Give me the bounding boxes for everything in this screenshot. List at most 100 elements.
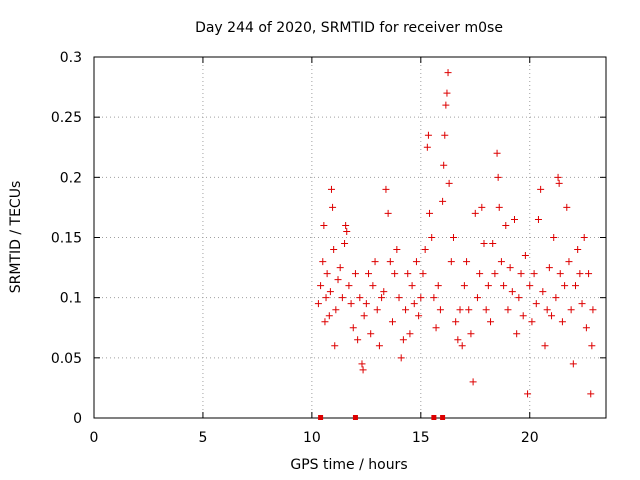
data-point	[375, 342, 383, 350]
data-point	[386, 258, 394, 266]
data-point	[360, 312, 368, 320]
data-point	[571, 282, 579, 290]
data-point	[554, 173, 562, 181]
data-point	[338, 294, 346, 302]
data-point	[495, 203, 503, 211]
data-point	[561, 282, 569, 290]
data-point	[519, 312, 527, 320]
data-point	[327, 185, 335, 193]
data-point	[444, 69, 452, 77]
y-tick-label: 0.15	[51, 231, 82, 247]
x-tick-label: 20	[521, 430, 539, 446]
data-point	[384, 209, 392, 217]
data-point	[565, 258, 573, 266]
data-point	[423, 143, 431, 151]
data-point	[356, 294, 364, 302]
data-point	[545, 264, 553, 272]
data-point	[424, 131, 432, 139]
data-point	[574, 246, 582, 254]
data-point	[421, 246, 429, 254]
data-point	[456, 306, 464, 314]
data-point	[430, 294, 438, 302]
data-point	[563, 203, 571, 211]
data-point	[476, 270, 484, 278]
data-point	[576, 270, 584, 278]
data-point	[558, 318, 566, 326]
data-point	[343, 227, 351, 235]
y-axis-label: SRMTID / TECUs	[8, 181, 24, 294]
data-point	[443, 89, 451, 97]
data-point	[410, 300, 418, 308]
data-point	[473, 294, 481, 302]
x-tick-label: 0	[90, 430, 99, 446]
data-point	[447, 258, 455, 266]
data-point	[458, 342, 466, 350]
data-point	[580, 234, 588, 241]
data-point	[332, 306, 340, 314]
data-point	[569, 360, 577, 368]
data-point	[465, 306, 473, 314]
data-point	[359, 366, 367, 374]
data-point	[526, 282, 534, 290]
data-point	[508, 288, 516, 296]
data-point	[408, 282, 416, 290]
data-point	[388, 318, 396, 326]
data-point	[434, 282, 442, 290]
data-point	[391, 270, 399, 278]
data-point	[532, 300, 540, 308]
data-point	[500, 282, 508, 290]
y-tick-label: 0.3	[60, 50, 82, 66]
x-tick-label: 15	[412, 430, 430, 446]
data-point	[399, 336, 407, 344]
data-point	[326, 288, 334, 296]
data-point	[323, 270, 331, 278]
data-point	[471, 209, 479, 217]
data-point	[336, 264, 344, 272]
data-point	[436, 306, 444, 314]
data-point	[330, 246, 338, 254]
data-point	[491, 270, 499, 278]
chart-title: Day 244 of 2020, SRMTID for receiver m0s…	[195, 20, 503, 36]
data-point	[513, 330, 521, 338]
data-point	[493, 149, 501, 157]
data-point	[439, 197, 447, 205]
data-point	[367, 330, 375, 338]
data-point	[502, 221, 510, 229]
data-point	[319, 258, 327, 266]
data-point	[345, 282, 353, 290]
data-point	[441, 131, 449, 139]
data-point	[454, 336, 462, 344]
data-point	[432, 324, 440, 332]
data-point	[530, 270, 538, 278]
baseline-marker	[440, 415, 446, 420]
data-point	[358, 360, 366, 368]
data-point	[428, 234, 436, 241]
data-point	[463, 258, 471, 266]
data-point	[331, 342, 339, 350]
data-point	[369, 282, 377, 290]
data-point	[412, 258, 420, 266]
data-point	[347, 300, 355, 308]
data-point	[515, 294, 523, 302]
data-point	[588, 342, 596, 350]
data-point	[497, 258, 505, 266]
data-point	[320, 221, 328, 229]
data-point	[395, 294, 403, 302]
data-point	[371, 258, 379, 266]
data-point	[460, 282, 468, 290]
data-point	[550, 234, 558, 241]
data-point	[556, 270, 564, 278]
x-tick-label: 5	[198, 430, 207, 446]
data-point	[397, 354, 405, 362]
baseline-marker	[431, 415, 437, 420]
y-tick-label: 0.05	[51, 351, 82, 367]
data-point	[552, 294, 560, 302]
data-point	[578, 300, 586, 308]
data-point	[506, 264, 514, 272]
data-point	[354, 336, 362, 344]
data-point	[442, 101, 450, 109]
data-point	[534, 215, 542, 223]
data-point	[317, 282, 325, 290]
axis-ticks	[93, 56, 606, 419]
